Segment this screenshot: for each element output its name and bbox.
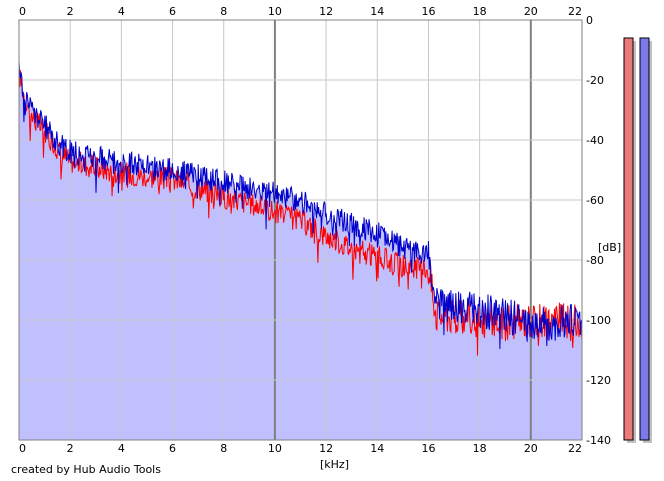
- x-tick-label-top: 16: [421, 5, 435, 18]
- x-tick-label-bottom: 2: [67, 442, 74, 455]
- x-tick-label-bottom: 12: [319, 442, 333, 455]
- y-tick-label: -100: [586, 314, 611, 327]
- y-tick-label: -60: [586, 194, 604, 207]
- x-tick-label-bottom: 16: [421, 442, 435, 455]
- y-tick-label: -120: [586, 374, 611, 387]
- x-tick-label-top: 6: [169, 5, 176, 18]
- plot-frame: [18, 19, 583, 441]
- x-tick-label-bottom: 20: [524, 442, 538, 455]
- x-tick-label-bottom: 0: [19, 442, 26, 455]
- y-tick-label: -140: [586, 434, 611, 447]
- x-tick-label-top: 10: [268, 5, 282, 18]
- x-tick-label-top: 4: [118, 5, 125, 18]
- x-tick-label-bottom: 10: [268, 442, 282, 455]
- x-tick-label-bottom: 4: [118, 442, 125, 455]
- x-tick-label-top: 18: [473, 5, 487, 18]
- spectrum-fill-area: [19, 61, 582, 440]
- x-tick-label-top: 20: [524, 5, 538, 18]
- x-tick-label-top: 2: [67, 5, 74, 18]
- level-meter-right: [639, 37, 650, 441]
- level-meter-left: [623, 37, 634, 441]
- x-tick-label-bottom: 8: [220, 442, 227, 455]
- x-tick-label-top: 14: [370, 5, 384, 18]
- y-tick-label: -20: [586, 74, 604, 87]
- channel-2-line: [18, 60, 583, 350]
- x-tick-label-bottom: 14: [370, 442, 384, 455]
- x-tick-label-bottom: 6: [169, 442, 176, 455]
- x-tick-label-bottom: 22: [568, 442, 582, 455]
- x-tick-label-bottom: 18: [473, 442, 487, 455]
- y-axis-label: [dB]: [598, 241, 621, 254]
- x-tick-label-top: 8: [220, 5, 227, 18]
- x-tick-label-top: 12: [319, 5, 333, 18]
- y-tick-label: -40: [586, 134, 604, 147]
- credit-text: created by Hub Audio Tools: [11, 463, 161, 476]
- y-tick-label: -80: [586, 254, 604, 267]
- x-tick-label-top: 0: [19, 5, 26, 18]
- y-tick-label: 0: [586, 14, 593, 27]
- x-tick-label-top: 22: [568, 5, 582, 18]
- x-axis-label: [kHz]: [320, 458, 349, 471]
